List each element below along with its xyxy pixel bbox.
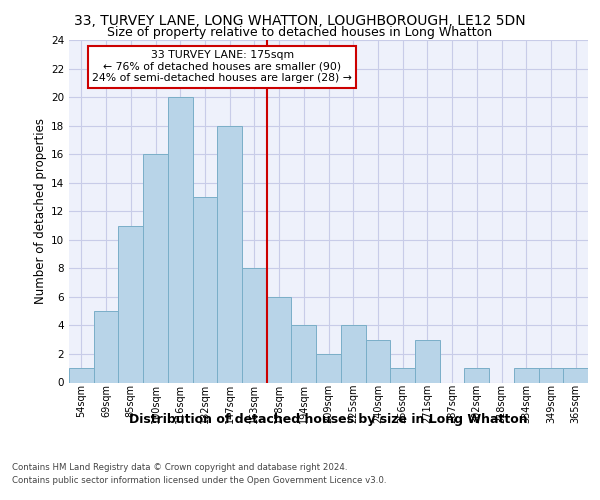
Text: Distribution of detached houses by size in Long Whatton: Distribution of detached houses by size …	[130, 412, 528, 426]
Bar	[217, 126, 242, 382]
Bar	[69, 368, 94, 382]
Text: Contains HM Land Registry data © Crown copyright and database right 2024.: Contains HM Land Registry data © Crown c…	[12, 462, 347, 471]
Bar	[539, 368, 563, 382]
Text: Contains public sector information licensed under the Open Government Licence v3: Contains public sector information licen…	[12, 476, 386, 485]
Bar	[390, 368, 415, 382]
Bar	[193, 197, 217, 382]
Bar	[365, 340, 390, 382]
Bar	[242, 268, 267, 382]
Bar	[464, 368, 489, 382]
Bar	[118, 226, 143, 382]
Y-axis label: Number of detached properties: Number of detached properties	[34, 118, 47, 304]
Bar	[514, 368, 539, 382]
Bar	[143, 154, 168, 382]
Bar	[168, 97, 193, 382]
Bar	[415, 340, 440, 382]
Bar	[267, 297, 292, 382]
Bar	[563, 368, 588, 382]
Bar	[292, 326, 316, 382]
Text: 33 TURVEY LANE: 175sqm
← 76% of detached houses are smaller (90)
24% of semi-det: 33 TURVEY LANE: 175sqm ← 76% of detached…	[92, 50, 352, 84]
Bar	[341, 326, 365, 382]
Bar	[316, 354, 341, 382]
Text: 33, TURVEY LANE, LONG WHATTON, LOUGHBOROUGH, LE12 5DN: 33, TURVEY LANE, LONG WHATTON, LOUGHBORO…	[74, 14, 526, 28]
Bar	[94, 311, 118, 382]
Text: Size of property relative to detached houses in Long Whatton: Size of property relative to detached ho…	[107, 26, 493, 39]
